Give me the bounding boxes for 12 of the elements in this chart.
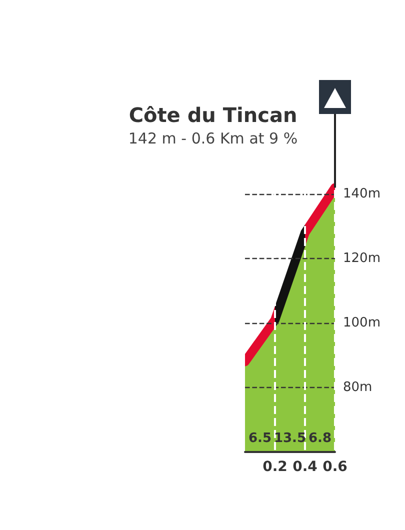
chart-title: Côte du Tincan <box>128 103 298 127</box>
chart-subtitle: 142 m - 0.6 Km at 9 % <box>128 130 298 148</box>
annotation: 6.5 <box>248 431 272 446</box>
annotation: 6.8 <box>308 431 332 446</box>
y-tick-label: 120m <box>343 251 380 266</box>
x-tick-label: 0.6 <box>322 459 348 475</box>
annotation: 13.5 <box>274 431 306 446</box>
y-tick-label: 80m <box>343 380 372 396</box>
x-tick-label: 0.4 <box>292 459 318 475</box>
x-tick-label: 0.2 <box>262 459 288 475</box>
y-tick-label: 100m <box>343 316 380 331</box>
y-tick-label: 140m <box>343 186 380 202</box>
